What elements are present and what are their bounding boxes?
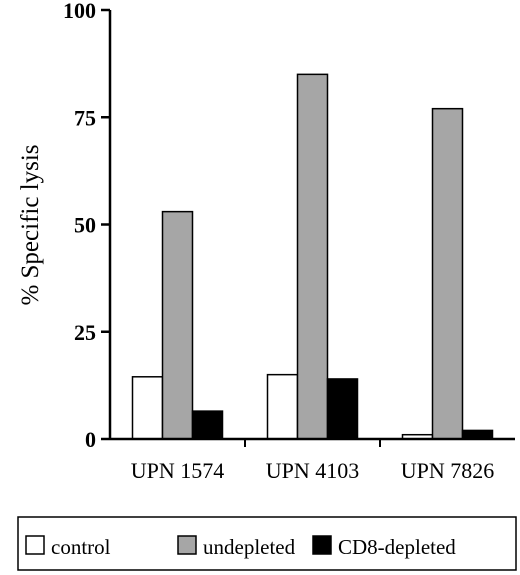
legend-swatch	[312, 535, 332, 555]
bar-undepleted-2	[296, 73, 329, 440]
legend-label: undepleted	[203, 535, 296, 559]
category-label: UPN 7826	[401, 458, 495, 483]
category-label: UPN 1574	[131, 458, 225, 483]
legend-label: CD8-depleted	[338, 535, 456, 559]
bar-control-2	[266, 373, 299, 440]
bar-control-1	[131, 376, 164, 440]
y-axis-ticks: 0 25 50 75 100	[63, 0, 110, 452]
y-tick-label: 50	[74, 213, 96, 238]
legend: control undepleted CD8-depleted	[17, 516, 517, 571]
y-tick-label: 75	[74, 105, 96, 130]
y-tick-label: 100	[63, 0, 96, 23]
y-tick-label: 0	[85, 427, 96, 452]
bar-cd8-depleted-2	[326, 378, 359, 440]
bar-cd8-depleted-3	[461, 429, 494, 440]
category-labels: UPN 1574 UPN 4103 UPN 7826	[131, 439, 495, 483]
bar-undepleted-1	[161, 210, 194, 440]
category-label: UPN 4103	[266, 458, 360, 483]
legend-label: control	[51, 535, 111, 559]
bar-undepleted-3	[431, 107, 464, 440]
legend-swatch	[25, 535, 45, 555]
bars	[131, 73, 494, 440]
y-tick-label: 25	[74, 320, 96, 345]
bar-cd8-depleted-1	[191, 410, 224, 440]
legend-frame	[17, 516, 517, 571]
legend-swatch	[177, 535, 197, 555]
y-axis-title: % Specific lysis	[17, 144, 44, 305]
